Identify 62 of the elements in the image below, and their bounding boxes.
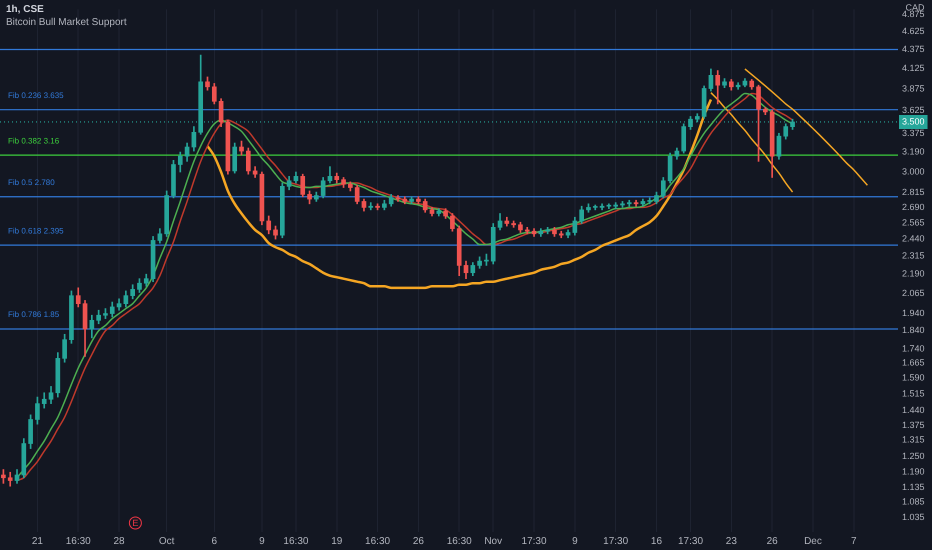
y-tick-label: 2.065 [902, 288, 925, 298]
y-tick-label: 1.315 [902, 434, 925, 444]
y-tick-label: 1.135 [902, 482, 925, 492]
y-tick-label: 2.440 [902, 234, 925, 244]
x-tick-label: 17:30 [678, 536, 704, 547]
ref-line-label: Fib 0.5 2.780 [8, 178, 56, 187]
ref-line-label: Fib 0.382 3.16 [8, 136, 60, 146]
ref-line-label: Fib 0.236 3.635 [8, 90, 64, 100]
y-tick-label: 2.315 [902, 250, 925, 261]
line-series [206, 98, 712, 290]
y-tick-label: 3.875 [902, 83, 925, 94]
x-tick-label: 28 [113, 536, 126, 547]
y-tick-label: 2.690 [902, 202, 925, 212]
line-series [710, 92, 794, 193]
y-tick-label: 4.375 [902, 44, 925, 54]
y-tick-label: 4.125 [902, 63, 925, 74]
y-tick-label: 3.375 [902, 128, 925, 138]
ref-line-label: 3.500 [902, 116, 925, 126]
x-tick-label: 9 [572, 536, 578, 547]
x-tick-label: Nov [484, 536, 502, 547]
y-tick-label: 3.625 [902, 105, 925, 116]
x-tick-label: 26 [412, 536, 424, 547]
x-tick-label: 26 [766, 536, 778, 547]
x-tick-label: 16:30 [66, 536, 92, 547]
x-tick-label: 17:30 [522, 536, 547, 547]
y-tick-label: 1.085 [902, 496, 925, 507]
y-tick-label: 1.940 [902, 308, 925, 318]
x-tick-label: 16:30 [446, 536, 472, 547]
y-tick-label: 1.590 [902, 372, 925, 383]
y-tick-label: 1.515 [902, 388, 925, 398]
annotation: E [132, 518, 138, 528]
x-tick-label: Oct [158, 536, 175, 547]
y-tick-label: 4.625 [902, 26, 925, 36]
x-tick-label: 23 [726, 536, 738, 547]
x-tick-label: 17:30 [603, 536, 629, 547]
y-tick-label: 1.665 [902, 358, 925, 368]
x-tick-label: 7 [851, 536, 857, 547]
y-tick-label: 3.190 [902, 146, 925, 157]
y-tick-label: 1.190 [902, 466, 925, 477]
x-tick-label: 19 [331, 536, 343, 547]
chart-title: 1h, CSE [6, 3, 45, 16]
x-tick-label: 21 [32, 536, 44, 547]
x-tick-label: 16 [650, 536, 662, 547]
y-tick-label: 2.190 [902, 268, 925, 279]
y-tick-label: 2.565 [902, 217, 925, 228]
x-tick-label: 9 [259, 536, 266, 547]
y-tick-label: 1.375 [902, 420, 925, 430]
y-tick-label: 2.815 [902, 187, 925, 198]
y-tick-label: 1.035 [902, 512, 925, 522]
y-tick-label: 1.840 [902, 325, 925, 336]
x-tick-label: 6 [212, 536, 218, 547]
y-tick-label: 1.740 [902, 343, 925, 354]
text: Bitcoin Bull Market Support [6, 16, 127, 29]
y-tick-label: 1.250 [902, 450, 925, 461]
ref-line-label: Fib 0.786 1.85 [8, 310, 60, 320]
line-series [744, 68, 868, 186]
x-tick-label: 16:30 [365, 536, 391, 547]
ref-line-label: Fib 0.618 2.395 [8, 226, 64, 236]
y-tick-label: 1.440 [902, 404, 925, 415]
y-tick-label: 3.000 [902, 166, 925, 176]
x-tick-label: 16:30 [283, 536, 309, 547]
x-tick-label: Dec [804, 536, 822, 547]
